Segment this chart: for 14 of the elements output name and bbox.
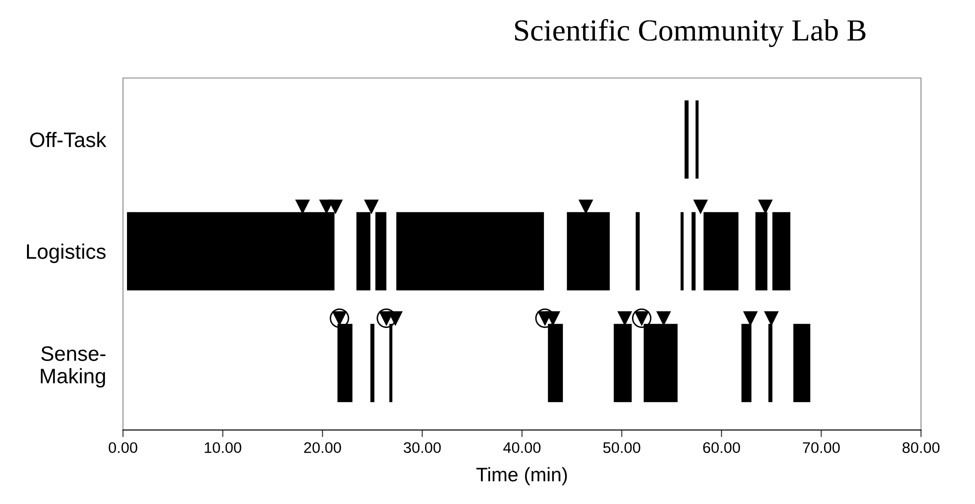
x-tick-label: 40.00 (503, 442, 541, 454)
x-tick-label: 30.00 (404, 442, 441, 454)
x-tick-label: 0.00 (108, 442, 138, 454)
x-tick-label: 10.00 (204, 442, 242, 454)
y-tick-label: Logistics (26, 244, 106, 264)
x-tick-label: 20.00 (304, 442, 342, 454)
x-tick-label: 50.00 (603, 442, 640, 454)
y-tick-label: Off-Task (30, 132, 106, 148)
x-tick-label: 70.00 (802, 442, 840, 454)
x-tick-label: 60.00 (703, 442, 740, 454)
x-tick-label: 80.00 (902, 442, 940, 454)
chart-title: Scientific Community Lab B (515, 18, 866, 48)
x-axis-title: Time (min) (476, 467, 567, 486)
y-tick-label: Sense- Making (40, 346, 106, 388)
